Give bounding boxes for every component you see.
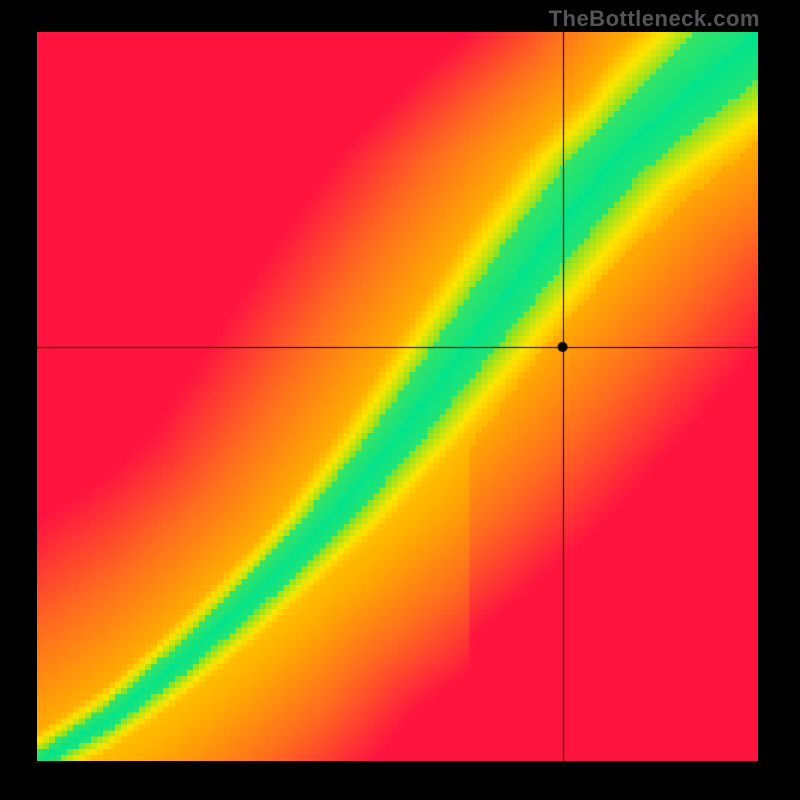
chart-container: TheBottleneck.com (0, 0, 800, 800)
crosshair-overlay (37, 32, 758, 761)
watermark-text: TheBottleneck.com (549, 6, 760, 32)
